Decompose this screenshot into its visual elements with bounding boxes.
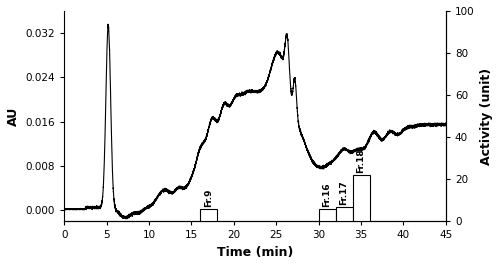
Text: Fr.16: Fr.16: [322, 182, 332, 207]
Text: Fr.18: Fr.18: [356, 149, 366, 173]
Bar: [352, 175, 370, 222]
Text: Fr.17: Fr.17: [340, 180, 348, 205]
Bar: [200, 209, 217, 222]
Y-axis label: Activity (unit): Activity (unit): [480, 68, 493, 165]
Bar: [318, 209, 336, 222]
Bar: [336, 207, 352, 222]
X-axis label: Time (min): Time (min): [217, 246, 293, 259]
Text: Fr.9: Fr.9: [204, 189, 213, 207]
Y-axis label: AU: AU: [7, 107, 20, 126]
